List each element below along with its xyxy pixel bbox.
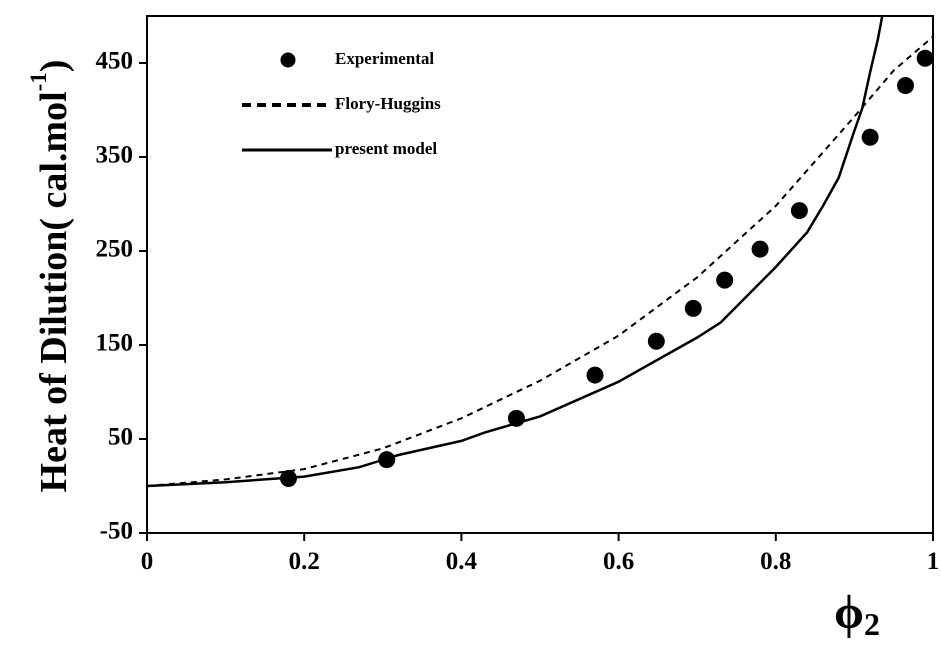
- y-tick-label: 50: [108, 424, 133, 451]
- x-tick-label: 0.2: [289, 548, 320, 575]
- legend-label: present model: [335, 139, 437, 158]
- experimental-point: [684, 299, 702, 317]
- experimental-point: [861, 128, 879, 146]
- experimental-point: [507, 409, 525, 427]
- tick-labels: 0 0.2 0.4 0.6 0.8 1 -50 50 150 250 350 450: [96, 48, 940, 575]
- y-axis-title-superscript: -1: [26, 72, 51, 91]
- y-axis-title-main: Heat of Dilution( cal.mol: [33, 91, 75, 492]
- x-axis-phi-symbol: ϕ: [834, 586, 864, 639]
- legend-label: Flory-Huggins: [335, 94, 441, 113]
- experimental-point: [716, 271, 734, 289]
- experimental-point: [896, 77, 914, 95]
- plot-area: [147, 16, 933, 533]
- experimental-point: [751, 240, 769, 258]
- x-tick-label: 0.4: [446, 548, 478, 575]
- y-tick-label: 250: [96, 236, 134, 263]
- axis-ticks: [139, 62, 934, 541]
- legend: Experimental Flory-Huggins present model: [242, 49, 441, 158]
- present-model-line: [147, 16, 884, 488]
- experimental-point: [279, 469, 297, 487]
- legend-marker-experimental: [280, 52, 296, 68]
- experimental-point: [790, 202, 808, 220]
- y-tick-label: 450: [96, 48, 134, 75]
- x-tick-label: 0: [141, 548, 154, 575]
- y-axis-title: Heat of Dilution( cal.mol-1): [26, 60, 74, 493]
- x-tick-label: 1: [927, 548, 940, 575]
- y-tick-label: -50: [100, 518, 133, 545]
- plot-frame: [146, 15, 934, 534]
- experimental-points: [279, 49, 934, 487]
- experimental-point: [647, 332, 665, 350]
- x-tick-label: 0.6: [603, 548, 634, 575]
- experimental-point: [586, 366, 604, 384]
- x-tick-label: 0.8: [760, 548, 791, 575]
- y-tick-label: 350: [96, 142, 134, 169]
- x-axis-subscript: 2: [864, 606, 880, 642]
- x-axis-title: ϕ2: [834, 586, 880, 642]
- experimental-point: [378, 451, 396, 469]
- experimental-point: [916, 49, 934, 67]
- y-tick-label: 150: [96, 330, 134, 357]
- y-axis-title-close: ): [33, 60, 75, 73]
- legend-label: Experimental: [335, 49, 434, 68]
